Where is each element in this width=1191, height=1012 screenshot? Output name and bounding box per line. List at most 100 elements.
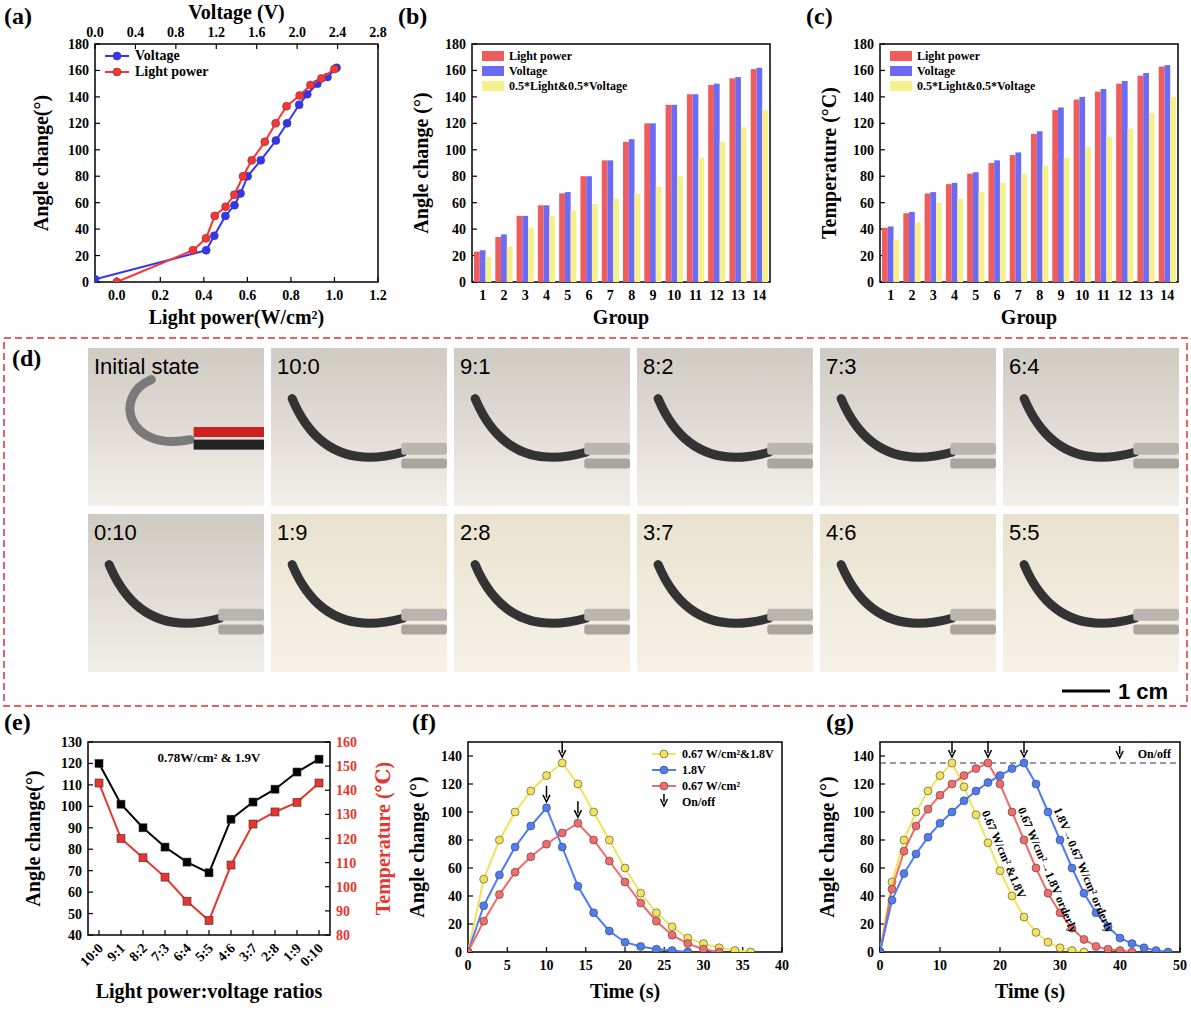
marker	[330, 65, 338, 73]
y-tick	[88, 763, 93, 764]
marker	[996, 772, 1004, 780]
x-tick-label: 1.2	[369, 288, 387, 303]
marker	[960, 783, 968, 791]
bar	[1021, 174, 1027, 282]
x-tick-label: 2.8	[369, 25, 387, 40]
x-tick-label: 5	[504, 958, 511, 973]
clamp	[767, 459, 813, 469]
x-tick-label: 0.8	[167, 25, 185, 40]
x-tick-label: 25	[657, 958, 671, 973]
tile-label: 0:10	[94, 520, 137, 545]
marker	[257, 156, 265, 164]
y2-axis-title: Temperature (℃)	[372, 762, 395, 915]
marker	[95, 779, 103, 787]
y-tick-label: 110	[336, 856, 356, 871]
bar	[979, 192, 985, 282]
marker	[605, 836, 613, 844]
bar	[735, 77, 741, 282]
x-tick-label: 11	[689, 288, 702, 303]
y-tick-label: 120	[61, 756, 82, 771]
clamp	[1133, 609, 1179, 621]
y-tick-label: 130	[61, 735, 82, 750]
series-line	[468, 763, 751, 952]
plot-area	[880, 759, 1180, 952]
y-tick-label: 100	[853, 805, 874, 820]
x-tick-label: 0.0	[86, 25, 104, 40]
panel-label: (c)	[806, 3, 833, 29]
photo-tile	[820, 514, 996, 672]
y-tick-label: 0	[455, 945, 462, 960]
bar	[592, 204, 598, 282]
panel-label: (e)	[4, 709, 31, 735]
frame	[88, 742, 330, 935]
marker	[139, 854, 147, 862]
x-tick	[142, 930, 143, 935]
annotation: 0.78W/cm² & 1.9V	[158, 750, 261, 765]
x-tick-label: 0.4	[195, 288, 213, 303]
scale-bar	[1062, 690, 1110, 693]
marker	[888, 896, 896, 904]
plot-area	[468, 759, 755, 952]
panel-label: (d)	[12, 345, 41, 371]
plot-area	[474, 68, 768, 282]
y-axis-title: Angle change (°)	[410, 92, 433, 233]
x-tick-label: 14	[752, 288, 766, 303]
y-tick	[325, 790, 330, 791]
marker	[900, 836, 908, 844]
x-tick-label: 0.4	[127, 25, 145, 40]
bar	[756, 68, 762, 282]
y-tick	[88, 827, 93, 828]
x-tick-label: 7	[1015, 288, 1022, 303]
plot-area	[95, 64, 341, 282]
x-tick-label: 14	[1160, 288, 1174, 303]
y-tick-label: 120	[441, 777, 462, 792]
x-tick	[164, 930, 165, 935]
y-tick	[95, 43, 100, 44]
x-tick-label: 1	[479, 288, 486, 303]
y-tick-label: 120	[336, 832, 357, 847]
marker	[621, 938, 629, 946]
marker	[652, 917, 660, 925]
y-tick	[468, 867, 473, 868]
strip	[1024, 565, 1135, 624]
marker	[605, 927, 613, 935]
y-tick-label: 110	[62, 778, 82, 793]
marker	[271, 785, 279, 793]
marker	[205, 917, 213, 925]
y-tick-label: 140	[68, 90, 89, 105]
marker	[511, 843, 519, 851]
x-tick	[781, 947, 782, 952]
bar	[1137, 76, 1143, 282]
y-tick-label: 120	[853, 777, 874, 792]
marker	[912, 850, 920, 858]
marker	[924, 805, 932, 813]
bar	[1074, 100, 1080, 282]
marker	[912, 808, 920, 816]
plot-area	[1003, 514, 1179, 672]
x-tick-label: 6:4	[170, 941, 194, 965]
y-tick-label: 180	[445, 37, 466, 52]
bar	[1164, 65, 1170, 282]
y-tick-label: 50	[68, 907, 82, 922]
marker	[543, 804, 551, 812]
scale-bar-label: 1 cm	[1118, 679, 1168, 704]
x-tick	[318, 930, 319, 935]
marker	[590, 808, 598, 816]
marker	[924, 787, 932, 795]
y-tick	[472, 123, 477, 124]
bar	[909, 212, 915, 282]
marker	[1152, 947, 1160, 952]
marker	[1128, 940, 1136, 948]
bar	[1095, 92, 1101, 282]
marker	[495, 836, 503, 844]
bar	[650, 123, 656, 282]
bar	[1143, 73, 1149, 282]
marker	[468, 948, 472, 952]
clamp	[401, 443, 447, 455]
bar	[930, 192, 936, 282]
bar	[656, 187, 662, 282]
y-tick	[468, 783, 473, 784]
x-tick-label: 4	[951, 288, 958, 303]
x-tick	[377, 277, 378, 282]
x-axis-title: Group	[593, 306, 649, 329]
